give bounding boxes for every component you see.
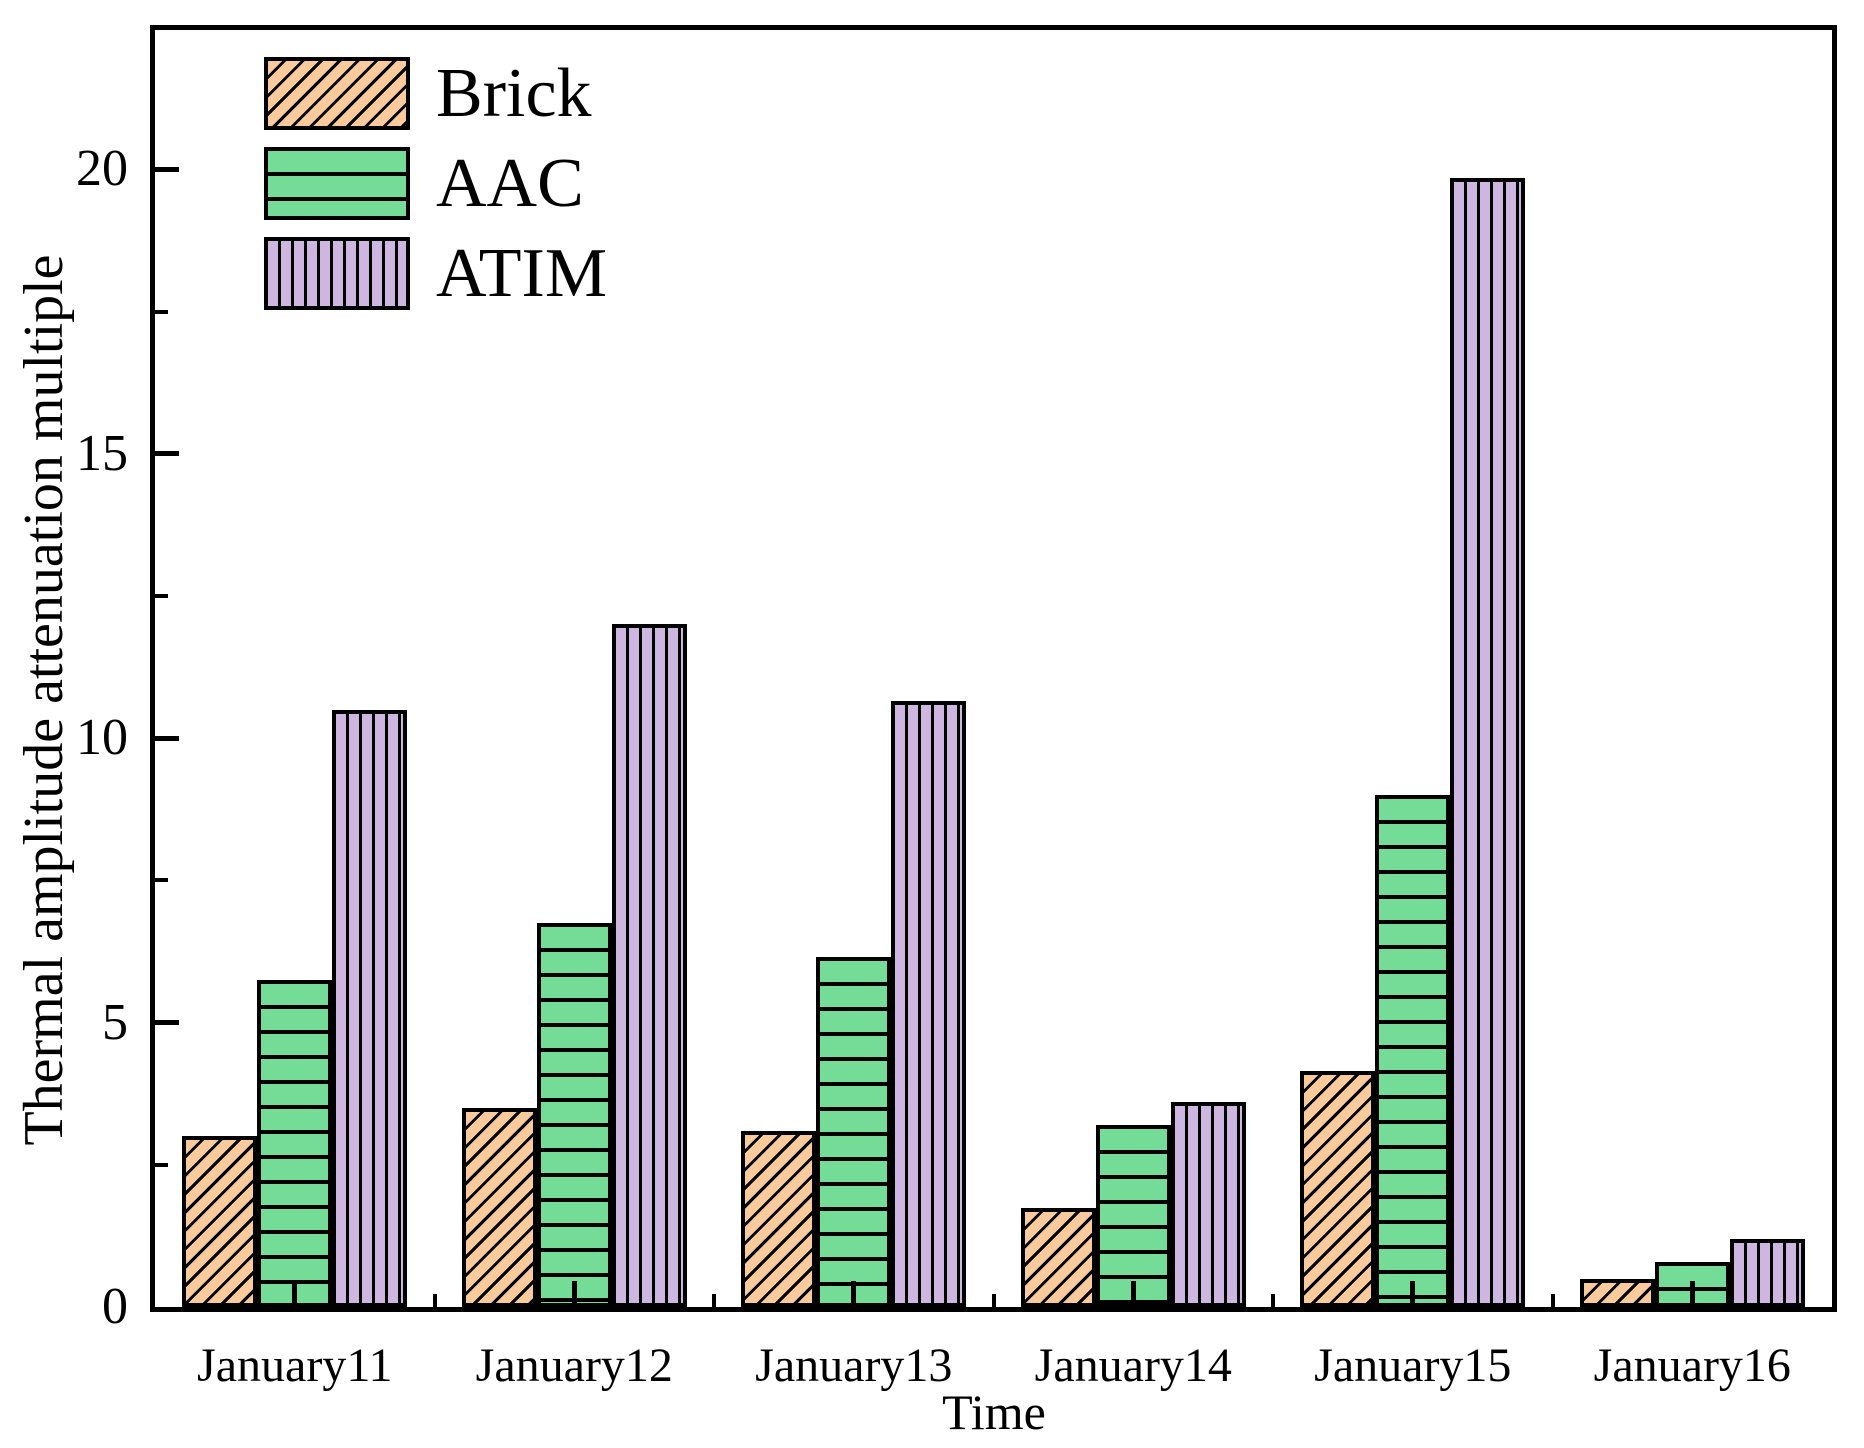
bar-atim-january14 xyxy=(1170,1102,1246,1307)
y-tick-label-20: 20 xyxy=(76,140,128,198)
y-tick-label-0: 0 xyxy=(102,1278,128,1335)
y-major-tick xyxy=(155,166,179,172)
x-minor-tick xyxy=(991,1294,996,1307)
bar-atim-january12 xyxy=(611,624,687,1307)
bar-brick-january13 xyxy=(741,1130,817,1307)
x-major-tick xyxy=(851,1281,857,1307)
x-tick-label: January14 xyxy=(1034,1339,1232,1392)
bar-aac-january14 xyxy=(1095,1125,1171,1307)
x-major-tick xyxy=(1410,1281,1416,1307)
legend-swatch-brick xyxy=(264,57,410,130)
x-tick-label: January16 xyxy=(1593,1339,1791,1392)
x-major-tick xyxy=(1130,1281,1136,1307)
x-tick-label: January11 xyxy=(197,1339,393,1392)
bar-aac-january12 xyxy=(536,923,612,1307)
x-minor-tick xyxy=(712,1294,716,1307)
x-major-tick xyxy=(292,1281,298,1307)
legend-label: ATIM xyxy=(436,235,608,312)
bar-atim-january11 xyxy=(332,709,408,1307)
bar-atim-january15 xyxy=(1450,177,1526,1307)
plot-area xyxy=(150,25,1837,1312)
legend-label: Brick xyxy=(436,55,592,132)
legend: Brick AAC ATIM xyxy=(264,57,607,327)
y-minor-tick xyxy=(155,1162,168,1167)
legend-swatch-aac xyxy=(264,147,410,220)
bar-aac-january15 xyxy=(1375,795,1451,1307)
y-major-tick xyxy=(155,735,179,741)
legend-label: AAC xyxy=(436,145,584,222)
x-axis-title: Time xyxy=(942,1384,1046,1440)
x-minor-tick xyxy=(1271,1294,1275,1307)
y-tick-label-10: 10 xyxy=(76,709,128,767)
bar-brick-january11 xyxy=(182,1136,258,1307)
legend-swatch-atim xyxy=(264,237,410,310)
y-tick-label-5: 5 xyxy=(102,993,128,1051)
bar-atim-january16 xyxy=(1729,1238,1805,1307)
legend-item-atim: ATIM xyxy=(264,237,607,310)
x-minor-tick xyxy=(1550,1294,1555,1307)
y-minor-tick xyxy=(155,309,168,314)
bar-brick-january14 xyxy=(1020,1207,1096,1307)
legend-item-brick: Brick xyxy=(264,57,607,130)
bar-aac-january11 xyxy=(257,979,333,1307)
legend-item-aac: AAC xyxy=(264,147,607,220)
y-tick-label-15: 15 xyxy=(76,424,128,482)
x-major-tick xyxy=(571,1281,577,1307)
bar-brick-january15 xyxy=(1300,1070,1376,1307)
x-major-tick xyxy=(1689,1281,1695,1307)
x-tick-label: January15 xyxy=(1314,1339,1512,1392)
bar-brick-january16 xyxy=(1579,1278,1655,1307)
y-minor-tick xyxy=(155,594,168,598)
y-minor-tick xyxy=(155,878,168,883)
y-major-tick xyxy=(155,1020,179,1026)
bar-aac-january13 xyxy=(816,957,892,1307)
x-tick-label: January13 xyxy=(755,1339,953,1392)
bar-atim-january13 xyxy=(891,701,967,1307)
y-major-tick xyxy=(155,451,179,457)
x-tick-label: January12 xyxy=(475,1339,673,1392)
bar-brick-january12 xyxy=(461,1107,537,1307)
x-minor-tick xyxy=(432,1294,437,1307)
